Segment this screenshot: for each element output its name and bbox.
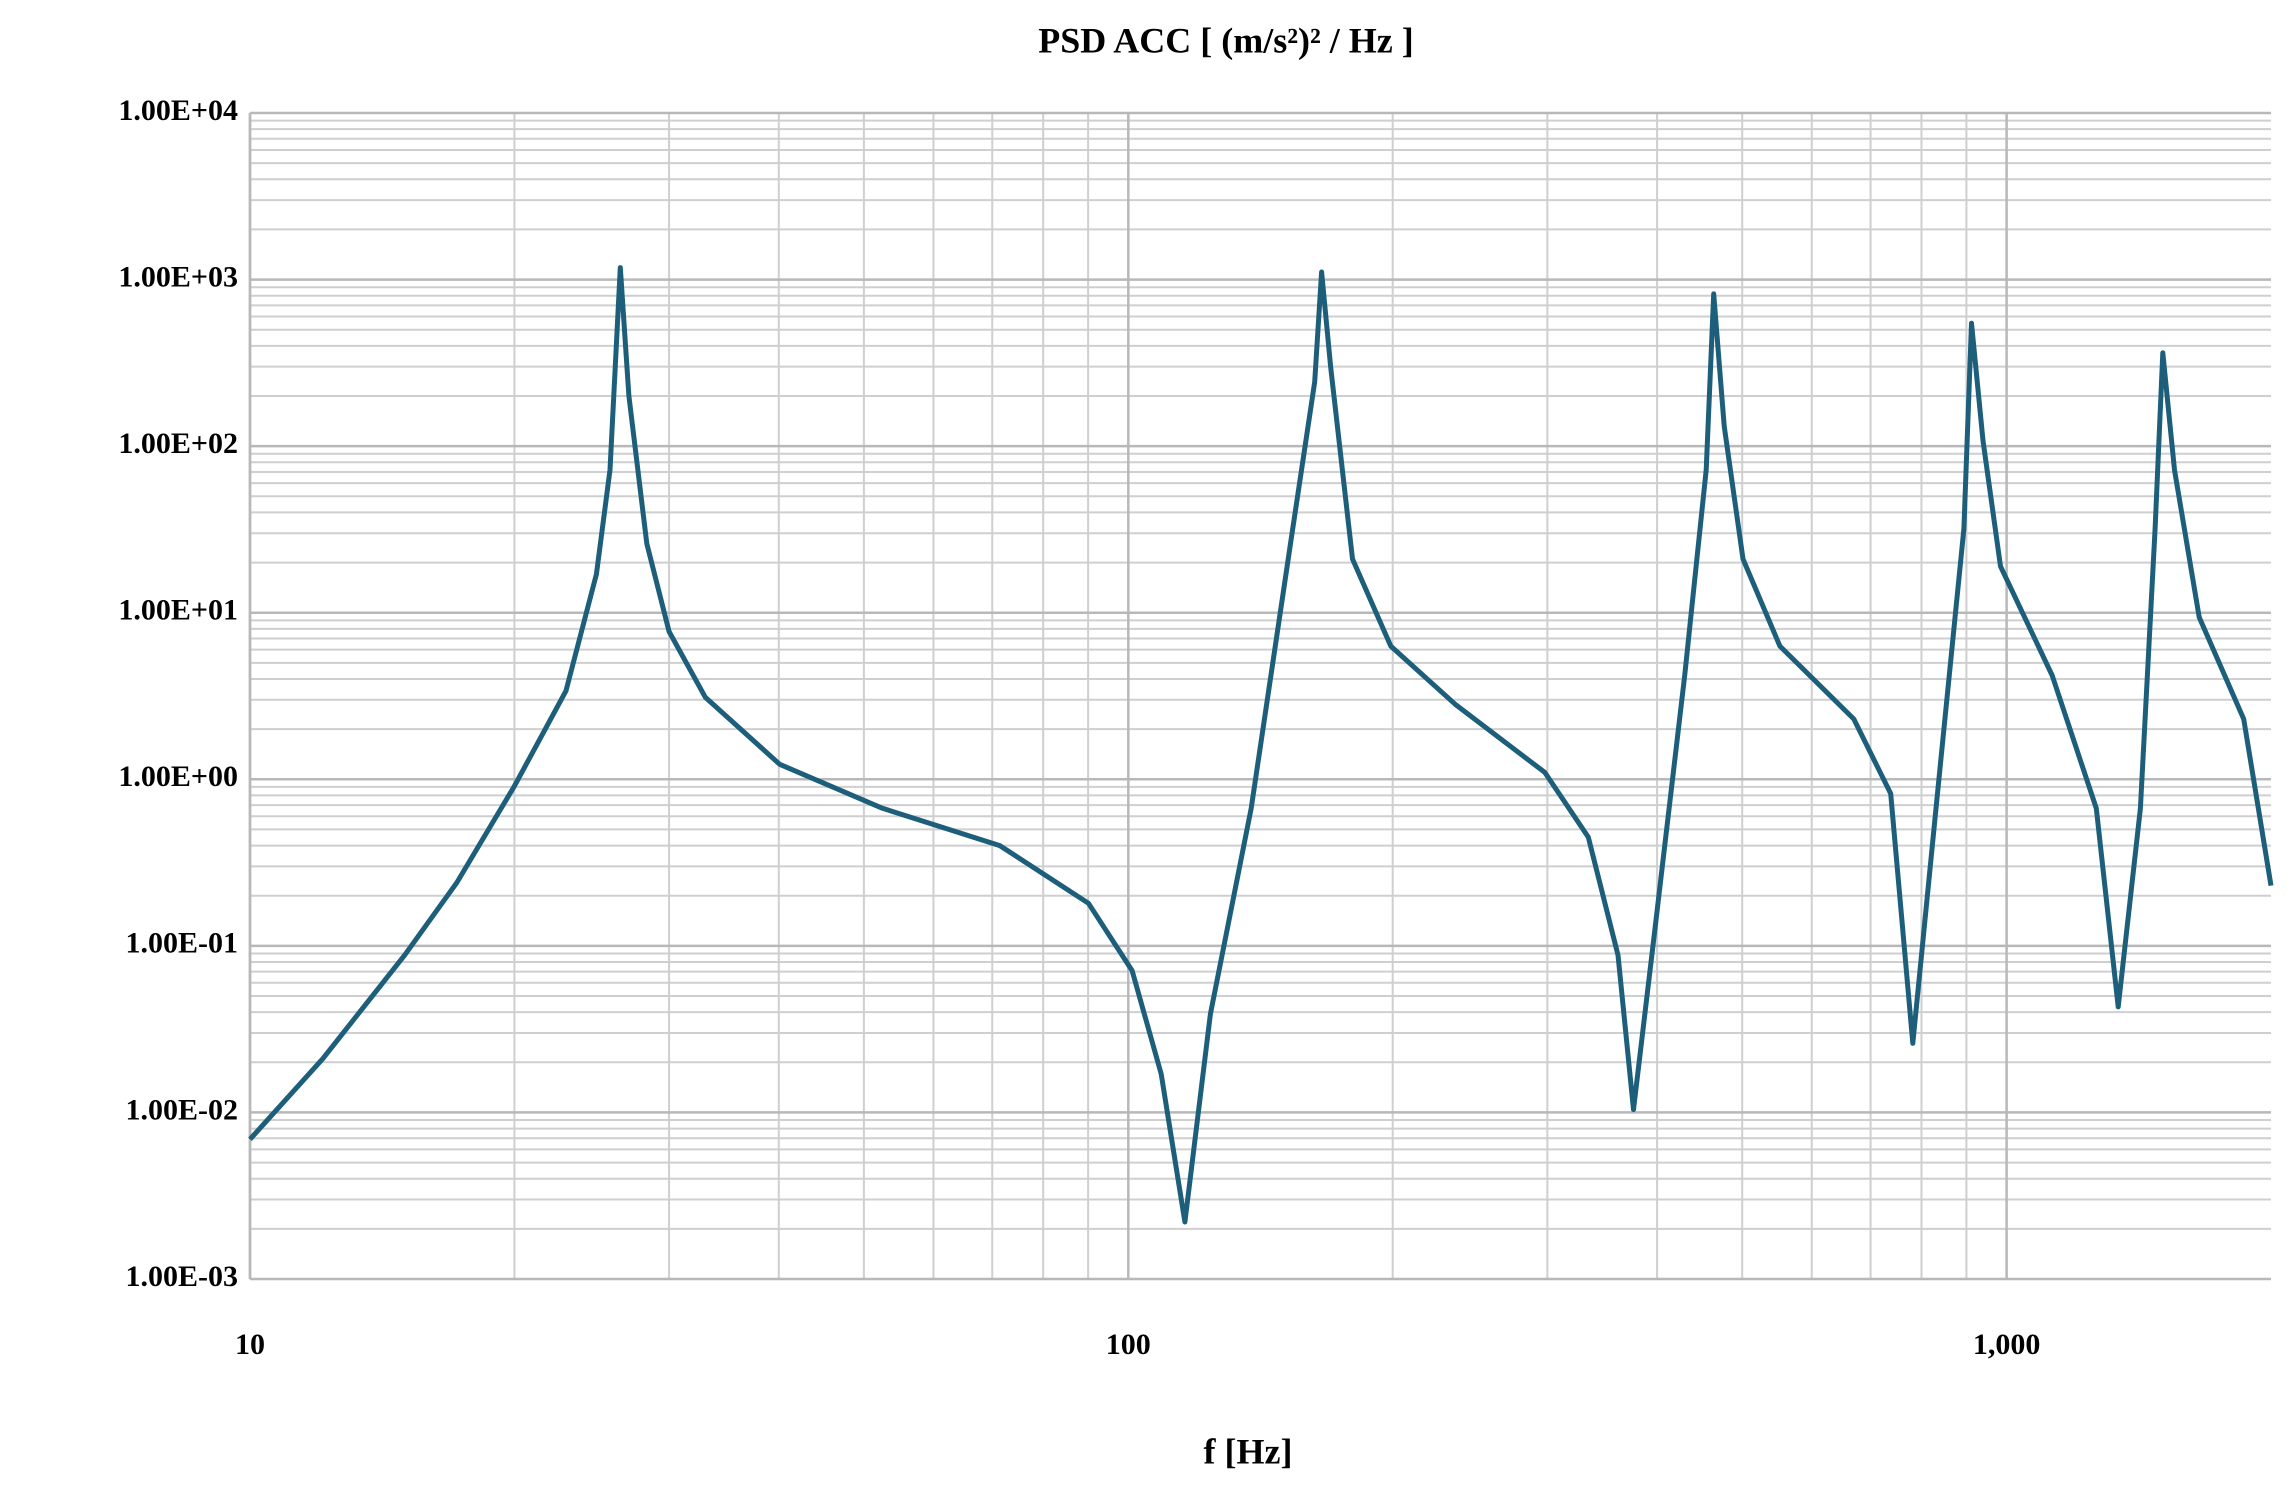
x-tick-label: 1,000 — [1973, 1328, 2041, 1361]
y-tick-label: 1.00E-01 — [126, 927, 239, 960]
x-tick-label: 100 — [1106, 1328, 1151, 1361]
y-tick-label: 1.00E+02 — [118, 427, 238, 460]
y-tick-label: 1.00E+04 — [118, 94, 238, 127]
y-tick-label: 1.00E+01 — [118, 594, 238, 627]
y-tick-label: 1.00E+00 — [118, 760, 238, 793]
data-line — [248, 265, 2274, 1225]
y-tick-label: 1.00E+03 — [118, 260, 238, 293]
x-tick-label: 10 — [235, 1328, 265, 1361]
x-axis-label: f [Hz] — [1204, 1431, 1293, 1471]
y-tick-label: 1.00E-02 — [126, 1093, 239, 1126]
chart-title: PSD ACC [ (m/s²)² / Hz ] — [1038, 20, 1414, 60]
y-tick-label: 1.00E-03 — [126, 1260, 239, 1293]
